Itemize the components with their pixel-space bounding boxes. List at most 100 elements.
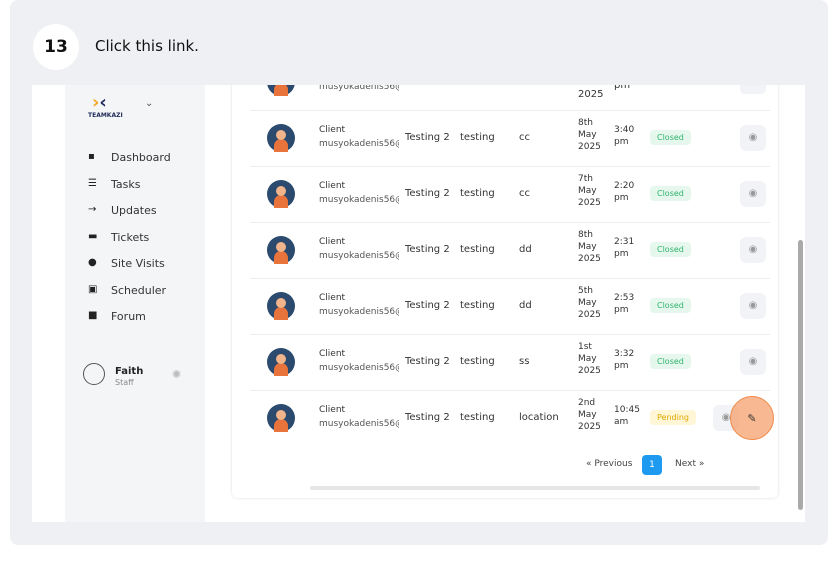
avatar-head xyxy=(276,186,286,196)
email: musyokadenis56@ xyxy=(319,195,399,205)
pagination-next[interactable]: Next » xyxy=(675,459,705,469)
pagination-previous[interactable]: « Previous xyxy=(586,459,633,469)
time: 2:20 xyxy=(614,181,635,191)
view-button[interactable]: ◉ xyxy=(740,181,766,207)
client-name: Client xyxy=(319,349,346,359)
project: Testing 2 xyxy=(405,188,450,199)
row-divider xyxy=(250,334,770,335)
type: dd xyxy=(519,244,532,255)
client-name: Client xyxy=(319,237,346,247)
client-name: Client xyxy=(319,181,346,191)
date: 2nd xyxy=(578,398,596,408)
email: musyokadenis56@ xyxy=(319,85,399,92)
view-button[interactable]: ◉ xyxy=(740,349,766,375)
edit-button[interactable]: ✎ xyxy=(747,412,757,425)
date: 2025 xyxy=(578,366,601,376)
date: 7th xyxy=(578,174,593,184)
menu-item[interactable]: Tickets xyxy=(111,231,150,244)
email: musyokadenis56@ xyxy=(319,139,399,149)
row-divider xyxy=(250,390,770,391)
avatar-head xyxy=(276,410,286,420)
title: testing xyxy=(460,412,495,423)
menu-item[interactable]: Dashboard xyxy=(111,151,171,164)
status-badge: Closed xyxy=(650,186,691,201)
status-badge: Closed xyxy=(650,130,691,145)
menu-icon: ☰ xyxy=(88,178,97,189)
time: 10:45 xyxy=(614,405,640,415)
date: 2025 xyxy=(578,142,601,152)
logo: TEAMKAZI xyxy=(88,112,123,119)
type: dd xyxy=(519,300,532,311)
view-button[interactable]: ◉ xyxy=(740,237,766,263)
view-button[interactable]: ◉ xyxy=(740,125,766,151)
date: 5th xyxy=(578,286,593,296)
client-name: Client xyxy=(319,293,346,303)
user-role: Staff xyxy=(115,378,134,387)
title: testing xyxy=(460,132,495,143)
avatar-body xyxy=(274,251,288,264)
step-instruction: Click this link. xyxy=(95,37,199,55)
user-name: Faith xyxy=(115,366,144,377)
menu-item[interactable]: Scheduler xyxy=(111,284,167,297)
menu-item[interactable]: Site Visits xyxy=(111,257,165,270)
status-badge: Closed xyxy=(650,298,691,313)
title: testing xyxy=(460,356,495,367)
type: cc xyxy=(519,188,530,199)
project: Testing 2 xyxy=(405,300,450,311)
row-divider xyxy=(250,222,770,223)
type: location xyxy=(519,412,559,423)
pagination-current[interactable]: 1 xyxy=(642,455,662,475)
h-scrollbar xyxy=(310,486,760,490)
time: 2:53 xyxy=(614,293,635,303)
action-view xyxy=(740,85,766,94)
time: 2:31 xyxy=(614,237,635,247)
email: musyokadenis56@ xyxy=(319,307,399,317)
menu-icon: ▬ xyxy=(88,231,98,242)
title: testing xyxy=(460,244,495,255)
menu-icon: ▪ xyxy=(88,151,95,162)
menu-icon: ■ xyxy=(88,310,98,321)
avatar-head xyxy=(276,298,286,308)
date: May xyxy=(578,354,597,364)
date: 2025 xyxy=(578,254,601,264)
date: May xyxy=(578,242,597,252)
view-button[interactable]: ◉ xyxy=(740,293,766,319)
row-divider xyxy=(250,278,770,279)
sidebar xyxy=(65,85,205,522)
step-badge: 13 xyxy=(33,24,79,70)
date: May xyxy=(578,298,597,308)
menu-item[interactable]: Tasks xyxy=(111,178,141,191)
row-divider xyxy=(250,110,770,111)
time: pm xyxy=(614,193,629,203)
menu-item[interactable]: Forum xyxy=(111,310,146,323)
menu-icon: ▣ xyxy=(88,284,98,295)
client-name: Client xyxy=(319,125,346,135)
avatar-body xyxy=(274,85,288,96)
date: May xyxy=(578,410,597,420)
status-badge: Closed xyxy=(650,242,691,257)
date: 2025 xyxy=(578,198,601,208)
date: 2025 xyxy=(578,310,601,320)
email: musyokadenis56@ xyxy=(319,419,399,429)
date: 2025 xyxy=(578,89,604,100)
project: Testing 2 xyxy=(405,244,450,255)
user-avatar xyxy=(83,363,105,385)
avatar-head xyxy=(276,130,286,140)
project: Testing 2 xyxy=(405,412,450,423)
menu-item[interactable]: Updates xyxy=(111,204,157,217)
settings-icon: ✺ xyxy=(172,368,182,381)
avatar-body xyxy=(274,195,288,208)
click-highlight xyxy=(730,396,774,440)
time: 3:32 xyxy=(614,349,635,359)
email: musyokadenis56@ xyxy=(319,363,399,373)
time: pm xyxy=(614,249,629,259)
client-name: Client xyxy=(319,405,346,415)
status-badge: Closed xyxy=(650,354,691,369)
status-badge: Pending xyxy=(650,410,696,425)
avatar-body xyxy=(274,419,288,432)
date: May xyxy=(578,186,597,196)
project: Testing 2 xyxy=(405,356,450,367)
screenshot: TEAMKAZI ›‹ ⌄ ▪ Dashboard ☰ Tasks → Updates ▬ T… xyxy=(32,85,805,522)
screenshot-content: TEAMKAZI ›‹ ⌄ ▪ Dashboard ☰ Tasks → Updates ▬ T… xyxy=(32,85,805,522)
